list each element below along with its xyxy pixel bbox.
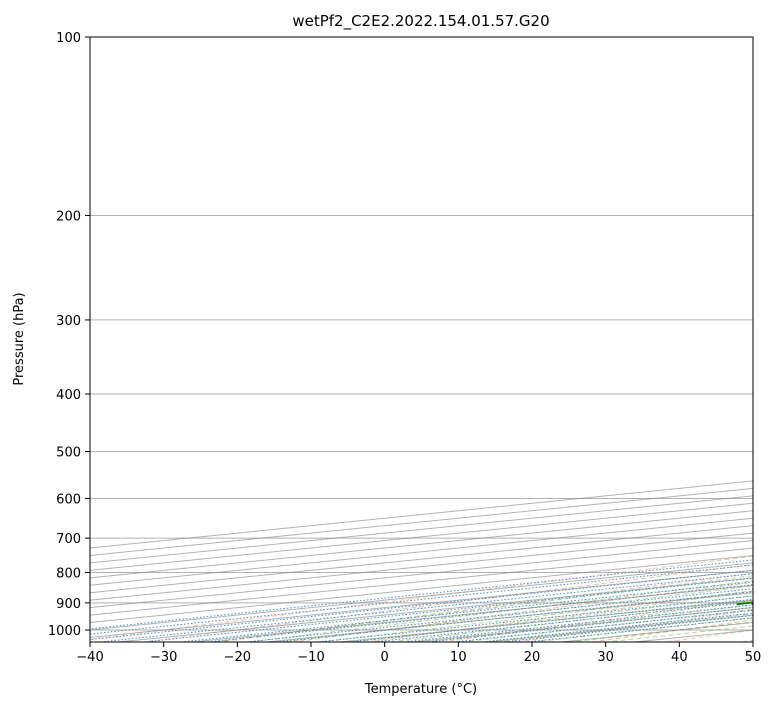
isotherm-line	[90, 562, 753, 631]
isotherm-line	[629, 629, 753, 642]
moist-adiabat-line	[208, 575, 753, 642]
profile-line	[751, 603, 753, 606]
y-tick-label: 400	[56, 388, 81, 403]
moist-adiabat-line	[279, 585, 753, 642]
isotherm-line	[90, 487, 753, 556]
y-axis: 100 200 300 400 500 600 700 800 900 1000	[48, 31, 90, 639]
x-tick-label: 50	[745, 650, 762, 665]
background-lines	[90, 555, 753, 642]
dry-adiabat-line	[289, 581, 753, 642]
x-axis-label: Temperature (°C)	[364, 682, 477, 697]
y-tick-label: 700	[56, 532, 81, 547]
isotherm-line	[90, 532, 753, 601]
dry-adiabat-line	[364, 590, 753, 642]
x-tick-label: 40	[671, 650, 688, 665]
plot-frame	[89, 36, 754, 643]
x-tick-label: 10	[450, 650, 467, 665]
y-tick-label: 1000	[48, 624, 81, 639]
dry-adiabat-line	[513, 609, 753, 642]
y-axis-label: Pressure (hPa)	[12, 292, 27, 385]
x-tick-label: 20	[524, 650, 541, 665]
mixing-ratio-line	[90, 569, 753, 641]
chart-title: wetPf2_C2E2.2022.154.01.57.G20	[292, 12, 549, 31]
y-tick-label: 900	[56, 597, 81, 612]
x-tick-label: 0	[381, 650, 389, 665]
mixing-ratio-line	[90, 559, 753, 630]
x-tick-label: −20	[224, 650, 251, 665]
x-tick-label: −30	[150, 650, 177, 665]
grid-lines	[90, 37, 753, 642]
y-tick-label: 200	[56, 210, 81, 225]
x-tick-label: 30	[597, 650, 614, 665]
isotherm-line	[334, 599, 753, 642]
isotherm-line	[90, 495, 753, 564]
mixing-ratio-line	[90, 564, 753, 635]
dry-adiabat-line	[90, 555, 753, 640]
moist-adiabat-line	[350, 595, 753, 642]
x-axis: −40 −30 −20 −10 0 10 20 30 40 50	[76, 642, 761, 665]
y-tick-label: 800	[56, 567, 81, 582]
dry-adiabat-line	[438, 600, 753, 642]
isotherm-line	[90, 569, 753, 638]
isotherm-line	[187, 584, 753, 642]
moist-adiabat-line	[244, 580, 753, 642]
dry-adiabat-line	[214, 572, 753, 642]
x-tick-label: −10	[297, 650, 324, 665]
moist-adiabat-line	[385, 599, 753, 642]
isotherm-line	[90, 502, 753, 571]
y-tick-label: 500	[56, 445, 81, 460]
isotherm-line	[90, 510, 753, 579]
dry-adiabat-line	[588, 619, 753, 642]
moist-adiabat-line	[565, 621, 753, 642]
dry-adiabat-line	[140, 564, 753, 642]
isotherm-line	[90, 547, 753, 616]
y-tick-label: 100	[56, 31, 81, 46]
isotherm-line	[90, 540, 753, 609]
moist-adiabat-line	[529, 617, 753, 642]
mixing-ratio-line	[398, 604, 753, 642]
moist-adiabat-line	[602, 625, 753, 642]
y-tick-label: 300	[56, 314, 81, 329]
isotherm-line	[90, 525, 753, 594]
mixing-ratio-line	[369, 601, 753, 642]
isotherm-line	[482, 614, 753, 642]
isotherm-line	[90, 554, 753, 624]
isotherm-line	[90, 517, 753, 586]
isotherm-line	[90, 480, 753, 549]
mixing-ratio-line	[313, 595, 753, 642]
y-tick-label: 600	[56, 492, 81, 507]
x-tick-label: −40	[76, 650, 103, 665]
